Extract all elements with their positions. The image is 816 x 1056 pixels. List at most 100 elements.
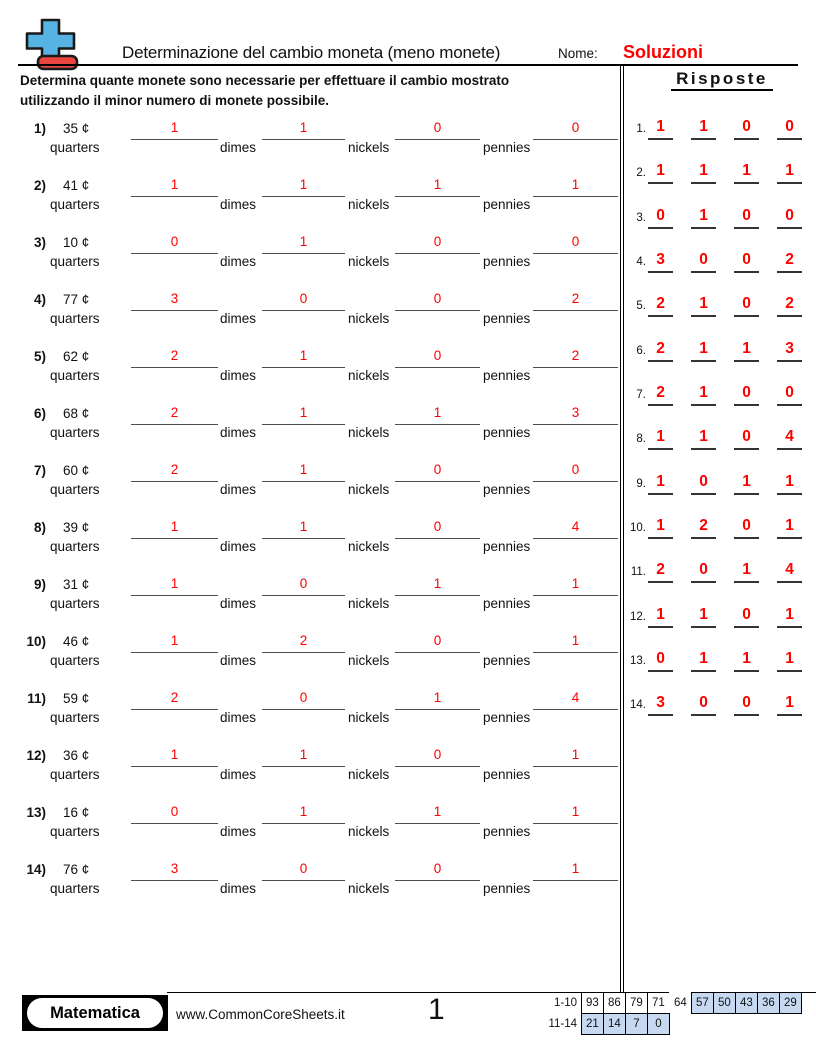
- answer-pennies-digit: 0: [777, 207, 802, 229]
- problem-number: 11): [27, 691, 46, 706]
- answer-row: 14. 3 0 0 1: [624, 693, 814, 737]
- problem-number: 7): [33, 463, 46, 478]
- answer-nickels-digit: 0: [734, 694, 759, 717]
- nickels-label: nickels: [348, 140, 390, 155]
- answer-pennies-digit: 1: [777, 162, 802, 185]
- answer-pennies-digit: 2: [777, 251, 802, 274]
- problem-amount: 62 ¢: [63, 349, 90, 364]
- answers-heading: Risposte: [628, 69, 816, 91]
- problem-amount: 36 ¢: [63, 748, 90, 763]
- website-url: www.CommonCoreSheets.it: [176, 1007, 345, 1022]
- footer-rule: [167, 991, 816, 993]
- answer-nickels-digit: 0: [734, 517, 759, 540]
- pennies-answer-blank: 1: [533, 861, 618, 881]
- quarters-answer-blank: 2: [131, 405, 218, 425]
- dimes-answer-blank: 0: [262, 576, 345, 596]
- quarters-label: quarters: [50, 539, 100, 554]
- problem-number: 1): [33, 121, 46, 136]
- answer-dimes-digit: 0: [691, 694, 716, 717]
- answer-quarters-digit: 3: [648, 251, 673, 274]
- answer-quarters-digit: 1: [648, 517, 673, 540]
- answer-row: 9. 1 0 1 1: [624, 472, 814, 516]
- nickels-label: nickels: [348, 311, 390, 326]
- pennies-answer-blank: 1: [533, 633, 618, 653]
- quarters-label: quarters: [50, 482, 100, 497]
- answer-row: 11. 2 0 1 4: [624, 560, 814, 604]
- quarters-answer-blank: 3: [131, 861, 218, 881]
- answer-number: 7.: [636, 389, 646, 402]
- nickels-answer-blank: 0: [395, 348, 480, 368]
- dimes-answer-blank: 0: [262, 861, 345, 881]
- problem-row: 3) 10 ¢ quarters 0 dimes 1 nickels 0 pen…: [0, 230, 620, 287]
- answer-quarters-digit: 2: [648, 340, 673, 362]
- brand-badge: Matematica: [22, 995, 168, 1031]
- quarters-answer-blank: 1: [131, 519, 218, 539]
- answer-quarters-digit: 3: [648, 694, 673, 717]
- score-cell: 21: [580, 1012, 604, 1036]
- dimes-answer-blank: 1: [262, 519, 345, 539]
- answer-pennies-digit: 1: [777, 606, 802, 628]
- score-cell: 14: [602, 1012, 626, 1036]
- answer-row: 1. 1 1 0 0: [624, 117, 814, 161]
- nickels-answer-blank: 0: [395, 519, 480, 539]
- nickels-label: nickels: [348, 710, 390, 725]
- answer-pennies-digit: 1: [777, 517, 802, 540]
- problem-number: 2): [33, 178, 46, 193]
- answer-dimes-digit: 1: [691, 340, 716, 362]
- answer-dimes-digit: 1: [691, 162, 716, 185]
- nickels-label: nickels: [348, 767, 390, 782]
- problem-number: 14): [26, 862, 46, 877]
- nickels-answer-blank: 0: [395, 291, 480, 311]
- quarters-label: quarters: [50, 710, 100, 725]
- dimes-answer-blank: 0: [262, 690, 345, 710]
- nickels-label: nickels: [348, 368, 390, 383]
- quarters-answer-blank: 1: [131, 633, 218, 653]
- problem-number: 10): [26, 634, 46, 649]
- nickels-answer-blank: 1: [395, 576, 480, 596]
- score-cell: 79: [624, 991, 648, 1014]
- answer-dimes-digit: 0: [691, 473, 716, 495]
- answer-number: 8.: [636, 433, 646, 446]
- nickels-label: nickels: [348, 482, 390, 497]
- quarters-label: quarters: [50, 881, 100, 896]
- problem-number: 12): [26, 748, 46, 763]
- pennies-label: pennies: [483, 140, 531, 155]
- problem-row: 4) 77 ¢ quarters 3 dimes 0 nickels 0 pen…: [0, 287, 620, 344]
- answer-quarters-digit: 1: [648, 428, 673, 451]
- answer-quarters-digit: 1: [648, 473, 673, 495]
- problem-amount: 35 ¢: [63, 121, 90, 136]
- instructions-line2: utilizzando il minor numero di monete po…: [20, 93, 330, 108]
- problem-number: 13): [26, 805, 46, 820]
- page-number: 1: [428, 993, 445, 1026]
- problem-amount: 76 ¢: [63, 862, 90, 877]
- answer-number: 5.: [636, 300, 646, 313]
- dimes-label: dimes: [220, 482, 257, 497]
- pennies-answer-blank: 4: [533, 519, 618, 539]
- answer-nickels-digit: 0: [734, 606, 759, 628]
- problem-row: 5) 62 ¢ quarters 2 dimes 1 nickels 0 pen…: [0, 344, 620, 401]
- dimes-label: dimes: [220, 710, 257, 725]
- pennies-answer-blank: 0: [533, 462, 618, 482]
- answer-dimes-digit: 1: [691, 606, 716, 628]
- answer-row: 10. 1 2 0 1: [624, 516, 814, 560]
- answer-number: 13.: [630, 655, 646, 668]
- dimes-label: dimes: [220, 653, 257, 668]
- problem-amount: 46 ¢: [63, 634, 90, 649]
- score-row-1-label: 1-10: [553, 996, 577, 1009]
- dimes-answer-blank: 1: [262, 234, 345, 254]
- answer-row: 4. 3 0 0 2: [624, 250, 814, 294]
- answer-dimes-digit: 1: [691, 384, 716, 407]
- score-cell: 57: [690, 991, 714, 1014]
- answer-pennies-digit: 2: [777, 295, 802, 318]
- score-cell: 36: [756, 991, 780, 1014]
- score-cell: 43: [734, 991, 758, 1014]
- pennies-label: pennies: [483, 710, 531, 725]
- answer-nickels-digit: 1: [734, 561, 759, 584]
- answer-nickels-digit: 1: [734, 340, 759, 362]
- quarters-answer-blank: 0: [131, 234, 218, 254]
- quarters-answer-blank: 1: [131, 747, 218, 767]
- problem-row: 7) 60 ¢ quarters 2 dimes 1 nickels 0 pen…: [0, 458, 620, 515]
- answer-quarters-digit: 2: [648, 384, 673, 407]
- quarters-answer-blank: 0: [131, 804, 218, 824]
- dimes-label: dimes: [220, 254, 257, 269]
